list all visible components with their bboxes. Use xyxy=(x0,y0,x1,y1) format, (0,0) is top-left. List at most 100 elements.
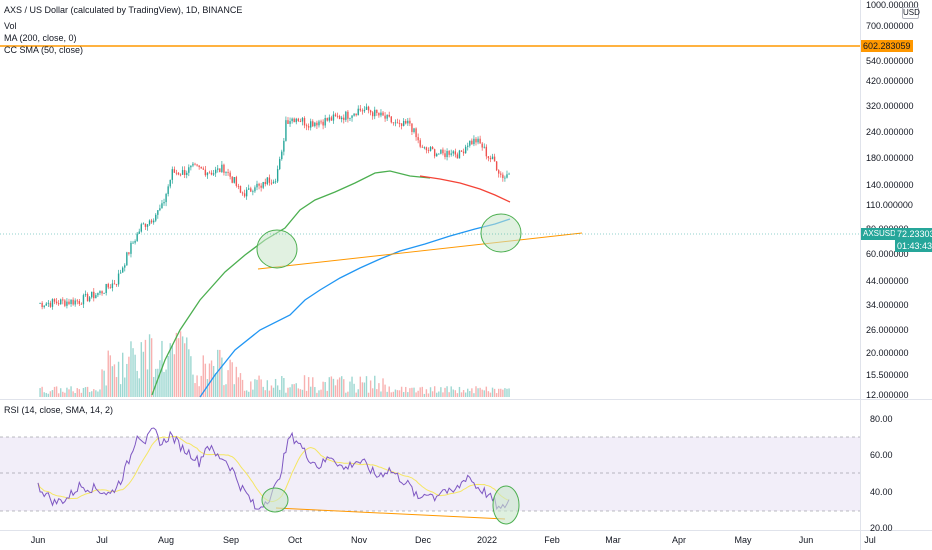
candle-body xyxy=(297,118,300,122)
candle-body xyxy=(467,145,469,147)
candle-body xyxy=(264,181,266,185)
volume-bar xyxy=(188,349,190,397)
volume-bar xyxy=(51,390,54,397)
candle-body xyxy=(345,111,347,120)
volume-bar xyxy=(57,393,60,397)
volume-bar xyxy=(39,388,41,397)
countdown-tag: 01:43:43 xyxy=(895,240,932,252)
symbol-tag: AXSUSD xyxy=(861,228,896,240)
volume-bar xyxy=(196,375,198,397)
volume-bar xyxy=(262,386,264,397)
candle-body xyxy=(210,172,213,175)
volume-bar xyxy=(409,388,411,397)
candle-body xyxy=(324,118,326,126)
legend-ma200[interactable]: MA (200, close, 0) xyxy=(4,33,77,43)
legend-rsi[interactable]: RSI (14, close, SMA, 14, 2) xyxy=(4,405,114,415)
candle-body xyxy=(146,224,149,227)
volume-bar xyxy=(376,389,378,397)
volume-bar xyxy=(493,388,496,397)
candle-body xyxy=(359,108,361,111)
price-tick-label: 540.000000 xyxy=(866,56,914,66)
candle-body xyxy=(334,114,337,116)
volume-bar xyxy=(43,392,45,397)
volume-bar xyxy=(270,385,273,397)
volume-bar xyxy=(316,392,318,397)
candle-body xyxy=(270,182,273,184)
volume-bar xyxy=(328,377,331,397)
candle-body xyxy=(471,140,473,145)
candle-body xyxy=(396,122,399,124)
volume-bar xyxy=(371,388,374,397)
volume-bar xyxy=(128,356,130,397)
volume-bar xyxy=(221,357,223,397)
candle-body xyxy=(279,159,281,170)
volume-bar xyxy=(103,370,105,397)
candle-body xyxy=(93,291,95,299)
candle-body xyxy=(60,299,62,305)
volume-bar xyxy=(378,383,380,397)
candle-body xyxy=(462,151,465,154)
time-tick-label: Nov xyxy=(351,535,368,545)
chart-title[interactable]: AXS / US Dollar (calculated by TradingVi… xyxy=(4,5,243,15)
volume-bar xyxy=(382,378,384,397)
candle-body xyxy=(268,177,271,183)
volume-bar xyxy=(183,343,186,397)
candle-body xyxy=(200,167,202,169)
volume-bar xyxy=(163,371,165,397)
candle-body xyxy=(51,299,54,307)
hline-price-tag: 602.283059 xyxy=(861,40,913,52)
volume-bar xyxy=(355,392,357,397)
drawings[interactable] xyxy=(256,213,583,270)
volume-bar xyxy=(97,391,99,397)
time-tick-label: Dec xyxy=(415,535,432,545)
candle-body xyxy=(440,149,442,154)
candle-body xyxy=(388,114,390,117)
candle-body xyxy=(70,299,72,305)
volume-bar xyxy=(419,387,421,397)
volume-bar xyxy=(55,386,58,397)
volume-bar xyxy=(260,379,262,397)
volume-bar xyxy=(456,393,459,397)
candle-body xyxy=(314,122,316,127)
candle-body xyxy=(498,170,500,174)
candle-body xyxy=(436,153,438,157)
rsi-axis[interactable]: 80.00 60.00 40.00 20.00 xyxy=(870,414,893,533)
volume-bar xyxy=(411,387,413,397)
volume-bar xyxy=(431,391,434,397)
volume-bar xyxy=(452,389,454,397)
candle-body xyxy=(481,143,483,148)
volume-bar xyxy=(243,390,246,397)
volume-bar xyxy=(291,384,293,397)
volume-bar xyxy=(206,379,209,397)
volume-bar xyxy=(132,348,134,397)
legend-vol[interactable]: Vol xyxy=(4,21,17,31)
volume-bar xyxy=(487,391,490,397)
volume-bar xyxy=(53,386,56,397)
candle-body xyxy=(260,185,262,188)
candle-body xyxy=(198,165,200,168)
candle-body xyxy=(303,118,306,126)
volume-bar xyxy=(60,388,62,397)
legend-sma50[interactable]: CC SMA (50, close) xyxy=(4,45,84,55)
volume-bar xyxy=(99,389,101,397)
volume-bar xyxy=(258,375,260,397)
candle-body xyxy=(475,138,477,143)
candle-body xyxy=(438,153,440,155)
candle-body xyxy=(374,109,376,117)
candle-body xyxy=(287,120,289,124)
candle-body xyxy=(188,167,190,173)
candle-body xyxy=(423,147,426,149)
candle-body xyxy=(274,181,277,183)
currency-badge[interactable]: USD xyxy=(902,7,920,19)
candle-body xyxy=(206,172,209,176)
time-axis[interactable]: Jun Jul Aug Sep Oct Nov Dec 2022 Feb Mar Apr May Jun… xyxy=(31,535,876,545)
candle-body xyxy=(212,173,215,175)
volume-bar xyxy=(41,386,43,397)
rsi-pane[interactable] xyxy=(0,427,860,525)
volume-bar xyxy=(322,381,324,397)
candle-body xyxy=(336,115,339,117)
candle-body xyxy=(421,146,423,148)
candle-body xyxy=(477,138,479,143)
